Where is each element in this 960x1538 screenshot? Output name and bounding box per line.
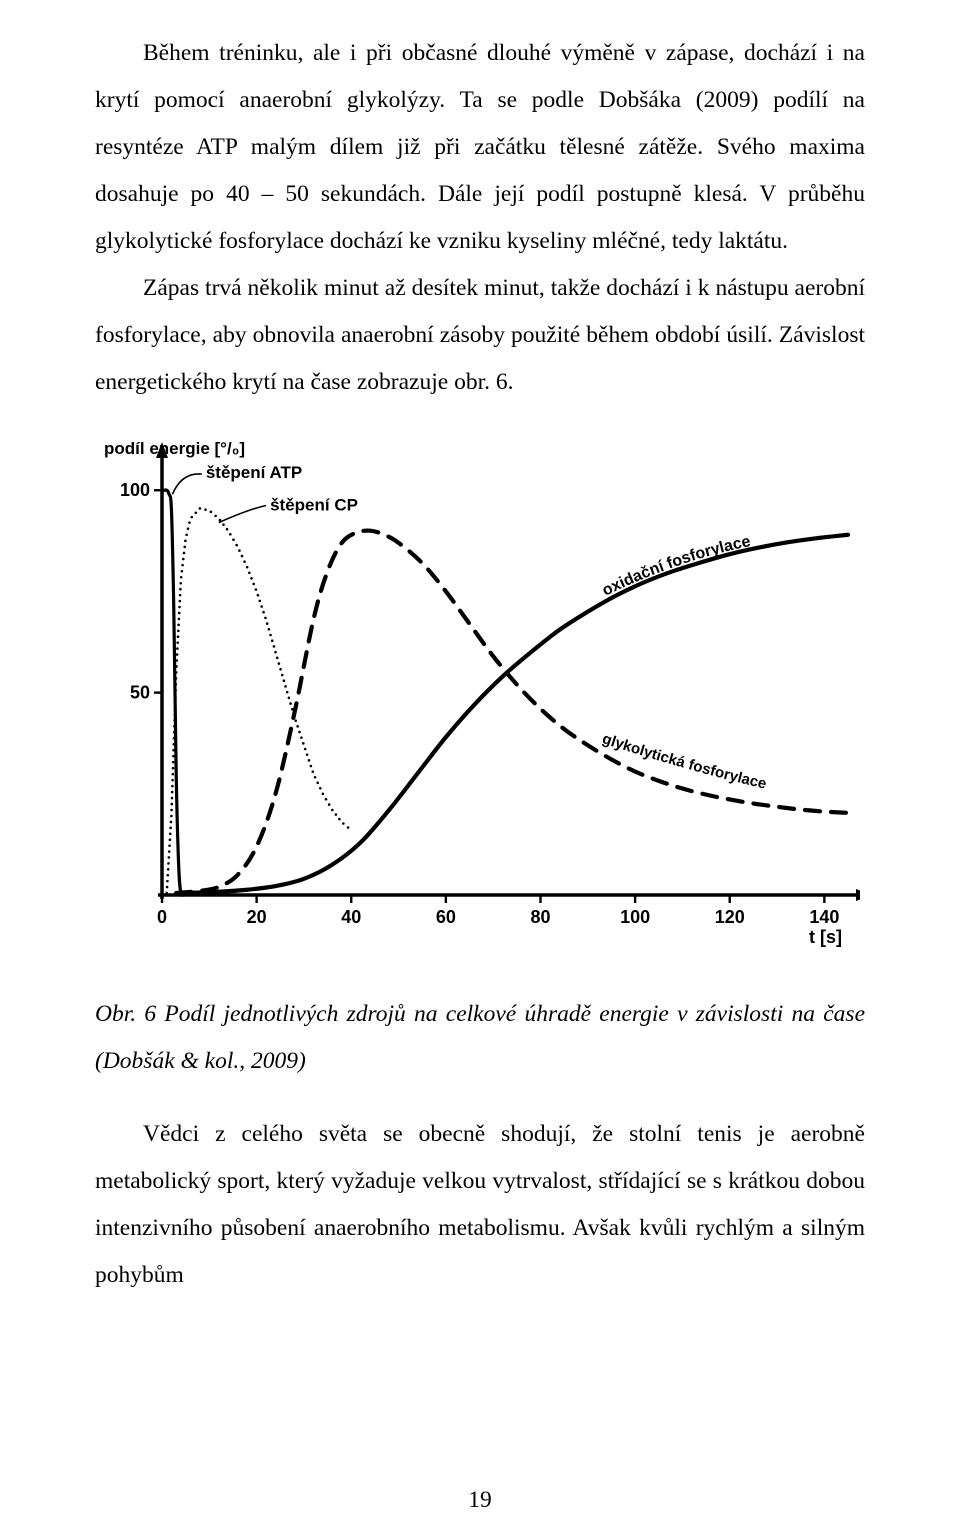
svg-text:100: 100 <box>120 480 150 500</box>
svg-text:podíl energie [°/₀]: podíl energie [°/₀] <box>104 439 245 458</box>
paragraph-2: Zápas trvá několik minut až desítek minu… <box>95 265 865 406</box>
paragraph-3: Vědci z celého světa se obecně shodují, … <box>95 1111 865 1299</box>
svg-text:140: 140 <box>809 907 839 927</box>
page: Během tréninku, ale i při občasné dlouhé… <box>0 0 960 1538</box>
chart-svg: podíl energie [°/₀] 50 100 0 20 40 60 80 100 120 1… <box>100 430 860 955</box>
svg-text:60: 60 <box>436 907 456 927</box>
svg-text:50: 50 <box>130 683 150 703</box>
svg-text:100: 100 <box>620 907 650 927</box>
svg-text:80: 80 <box>530 907 550 927</box>
svg-text:t [s]: t [s] <box>809 927 842 947</box>
svg-text:oxidační fosforylace: oxidační fosforylace <box>600 533 753 599</box>
energy-chart: podíl energie [°/₀] 50 100 0 20 40 60 80 100 120 1… <box>100 430 860 955</box>
svg-text:štěpení CP: štěpení CP <box>270 495 358 514</box>
svg-text:120: 120 <box>715 907 745 927</box>
figure-caption: Obr. 6 Podíl jednotlivých zdrojů na celk… <box>95 991 865 1085</box>
svg-text:20: 20 <box>247 907 267 927</box>
svg-text:40: 40 <box>341 907 361 927</box>
svg-text:glykolytická fosforylace: glykolytická fosforylace <box>600 730 768 792</box>
svg-text:0: 0 <box>157 907 167 927</box>
svg-text:štěpení ATP: štěpení ATP <box>206 463 302 482</box>
paragraph-1: Během tréninku, ale i při občasné dlouhé… <box>95 30 865 265</box>
page-number: 19 <box>0 1487 960 1514</box>
